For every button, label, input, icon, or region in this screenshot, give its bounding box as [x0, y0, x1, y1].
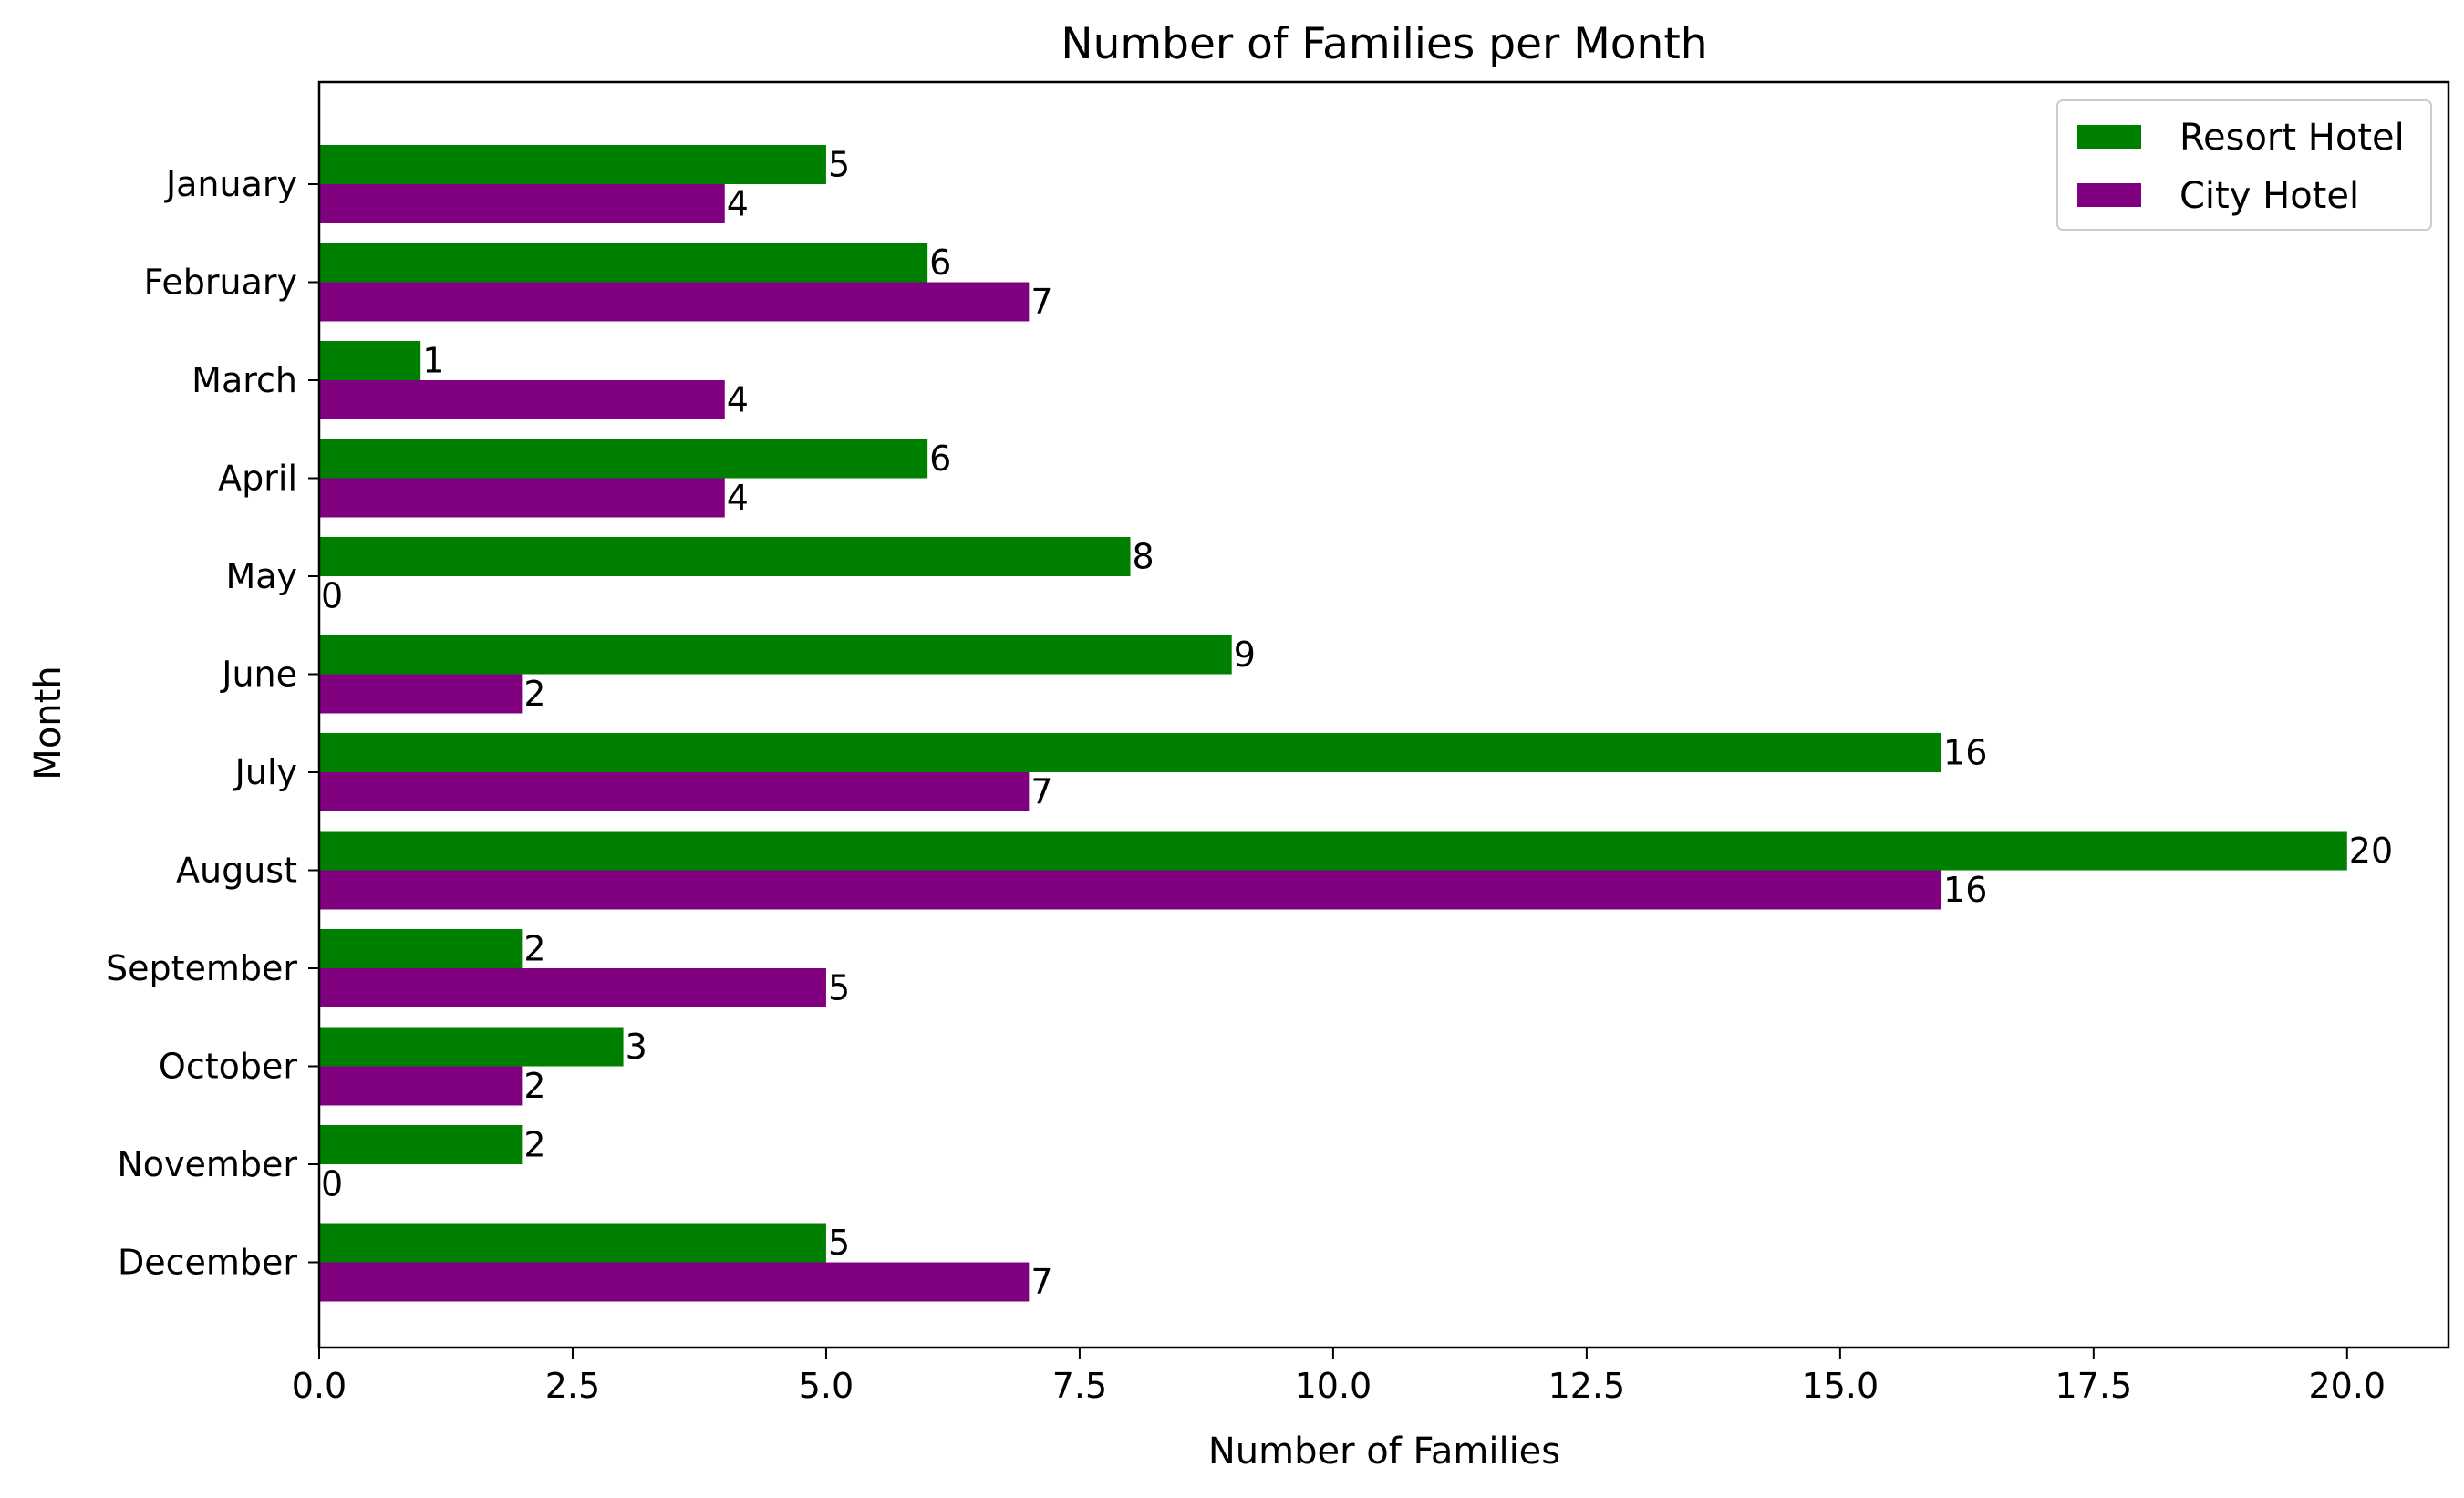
- legend-box: [2056, 99, 2432, 231]
- data-label-resort-september: 2: [523, 929, 545, 969]
- data-label-city-may: 0: [321, 576, 343, 616]
- bar-city-december: [319, 1262, 1030, 1302]
- data-label-city-november: 0: [321, 1164, 343, 1204]
- data-label-city-april: 4: [727, 478, 749, 518]
- y-tick-label-november: November: [117, 1144, 297, 1184]
- bar-resort-december: [319, 1223, 826, 1263]
- bar-city-september: [319, 968, 826, 1007]
- bar-city-july: [319, 772, 1030, 811]
- data-label-city-december: 7: [1030, 1262, 1052, 1302]
- legend: Resort Hotel City Hotel: [2056, 99, 2432, 231]
- x-tick-label: 12.5: [1548, 1366, 1626, 1406]
- y-tick-label-july: July: [233, 752, 297, 792]
- data-label-city-october: 2: [523, 1066, 545, 1106]
- data-label-resort-may: 8: [1133, 537, 1154, 577]
- bar-resort-october: [319, 1027, 624, 1067]
- x-tick-label: 20.0: [2309, 1366, 2386, 1406]
- bar-city-june: [319, 674, 523, 714]
- bar-city-august: [319, 870, 1942, 910]
- bar-resort-april: [319, 439, 928, 479]
- x-tick-label: 10.0: [1295, 1366, 1372, 1406]
- legend-label-resort: Resort Hotel: [2179, 117, 2405, 159]
- data-label-city-january: 4: [727, 184, 749, 224]
- bar-city-march: [319, 380, 725, 419]
- data-label-resort-january: 5: [828, 145, 850, 185]
- bar-resort-march: [319, 341, 421, 380]
- x-tick-label: 0.0: [292, 1366, 347, 1406]
- y-tick-label-june: June: [220, 655, 297, 695]
- data-label-resort-december: 5: [828, 1223, 850, 1263]
- bar-resort-november: [319, 1125, 523, 1164]
- data-label-resort-june: 9: [1234, 635, 1256, 675]
- x-tick-label: 5.0: [799, 1366, 854, 1406]
- bar-resort-may: [319, 537, 1131, 576]
- bar-city-january: [319, 184, 725, 223]
- x-axis-label: Number of Families: [1208, 1431, 1560, 1472]
- data-label-resort-march: 1: [422, 341, 444, 381]
- data-label-resort-november: 2: [523, 1125, 545, 1165]
- bar-resort-june: [319, 635, 1232, 675]
- data-label-city-february: 7: [1030, 282, 1052, 322]
- data-label-resort-february: 6: [929, 243, 951, 283]
- x-tick-label: 17.5: [2055, 1366, 2133, 1406]
- bar-resort-july: [319, 733, 1942, 772]
- data-label-resort-april: 6: [929, 439, 951, 479]
- y-tick-label-may: May: [225, 556, 297, 596]
- plot-area: 5 4 January 6 7 February 1 4 March 6 4 April 8 0 May 9 2…: [106, 80, 2450, 1406]
- plot-frame: [317, 80, 2450, 1349]
- x-tick-label: 15.0: [1802, 1366, 1879, 1406]
- legend-swatch-resort: [2077, 125, 2141, 149]
- y-tick-label-october: October: [159, 1047, 297, 1087]
- legend-label-city: City Hotel: [2179, 175, 2359, 217]
- y-tick-label-august: August: [176, 851, 297, 891]
- bar-resort-january: [319, 145, 826, 184]
- data-label-city-september: 5: [828, 968, 850, 1008]
- y-tick-label-february: February: [144, 263, 297, 303]
- y-tick-label-april: April: [218, 459, 297, 499]
- bar-city-february: [319, 282, 1030, 322]
- data-label-city-june: 2: [523, 674, 545, 714]
- bar-resort-august: [319, 831, 2347, 871]
- y-tick-label-march: March: [192, 360, 297, 400]
- chart-title: Number of Families per Month: [1061, 19, 1707, 69]
- bar-city-april: [319, 478, 725, 518]
- data-label-city-july: 7: [1030, 772, 1052, 812]
- bar-city-october: [319, 1066, 523, 1106]
- y-tick-label-january: January: [164, 164, 297, 204]
- x-tick-label: 7.5: [1052, 1366, 1107, 1406]
- y-tick-label-december: December: [118, 1243, 297, 1283]
- bar-resort-september: [319, 929, 523, 968]
- y-tick-label-september: September: [106, 948, 297, 988]
- data-label-city-august: 16: [1943, 870, 1987, 910]
- data-label-resort-july: 16: [1943, 733, 1987, 773]
- bar-resort-february: [319, 243, 928, 283]
- x-tick-label: 2.5: [545, 1366, 600, 1406]
- data-label-resort-august: 20: [2349, 831, 2393, 871]
- y-axis-label: Month: [27, 666, 69, 780]
- data-label-resort-october: 3: [626, 1027, 647, 1067]
- data-label-city-march: 4: [727, 380, 749, 420]
- legend-swatch-city: [2077, 183, 2141, 207]
